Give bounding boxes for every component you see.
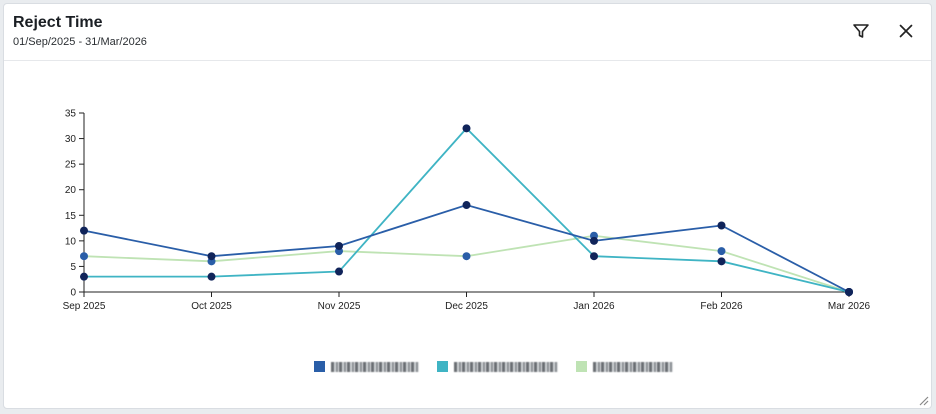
x-tick-label: Mar 2026 <box>828 301 871 312</box>
close-button[interactable] <box>895 20 917 42</box>
x-tick-label: Jan 2026 <box>573 301 615 312</box>
reject-time-line-chart: 0 5 10 15 20 25 30 35 Sep 2025 Oct 2025 Nov 2025 De… <box>63 109 871 313</box>
data-point-series-2 <box>207 272 216 281</box>
y-tick-label: 25 <box>65 160 77 171</box>
x-tick-label: Oct 2025 <box>191 301 232 312</box>
y-tick-label: 30 <box>65 134 77 145</box>
data-point-series-2 <box>717 257 726 266</box>
series-line-1 <box>83 204 850 293</box>
y-tick-label: 20 <box>65 185 77 196</box>
y-tick-label: 35 <box>65 109 77 120</box>
legend-swatch-series-2 <box>437 361 448 372</box>
series-line-2 <box>84 127 850 293</box>
legend-item-series-2[interactable] <box>437 361 558 372</box>
legend-label-series-1-redacted <box>331 361 419 372</box>
legend-swatch-series-3 <box>576 361 587 372</box>
x-tick-label: Dec 2025 <box>445 301 488 312</box>
data-point-series-2 <box>335 267 343 276</box>
date-range: 01/Sep/2025 - 31/Mar/2026 <box>13 36 147 48</box>
legend-item-series-1[interactable] <box>314 361 419 372</box>
reject-time-panel: Reject Time 01/Sep/2025 - 31/Mar/2026 0 5… <box>3 3 932 409</box>
y-tick-label: 10 <box>65 236 77 247</box>
data-point-series-3 <box>80 252 88 261</box>
data-point-series-2 <box>590 252 598 261</box>
x-tick-label: Nov 2025 <box>318 301 361 312</box>
data-point-series-3 <box>462 252 471 261</box>
legend-label-series-2-redacted <box>454 361 558 372</box>
filter-button[interactable] <box>850 20 872 42</box>
x-tick-label: Feb 2026 <box>700 301 743 312</box>
panel-title: Reject Time <box>13 14 103 31</box>
y-tick-label: 0 <box>70 288 76 299</box>
resize-handle-icon[interactable] <box>917 394 929 406</box>
x-tick-label: Sep 2025 <box>63 301 106 312</box>
close-icon <box>899 24 913 38</box>
data-point-series-2 <box>80 272 88 281</box>
data-point-series-1 <box>80 226 88 235</box>
y-tick-label: 15 <box>65 211 77 222</box>
panel-header: Reject Time 01/Sep/2025 - 31/Mar/2026 <box>4 4 931 61</box>
y-tick-label: 5 <box>70 262 76 273</box>
data-point-series-1 <box>462 201 471 210</box>
legend-swatch-series-1 <box>314 361 325 372</box>
chart-legend <box>314 361 673 372</box>
data-point-series-1 <box>207 252 216 261</box>
legend-label-series-3-redacted <box>593 361 673 372</box>
data-point-series-3 <box>717 247 726 256</box>
legend-item-series-3[interactable] <box>576 361 673 372</box>
data-point-series-1 <box>717 221 726 230</box>
filter-icon <box>853 24 869 38</box>
data-point-series-1 <box>590 236 598 245</box>
data-point-series-1 <box>335 241 343 250</box>
data-point-series-2 <box>462 124 471 133</box>
data-point-series-1 <box>845 288 853 296</box>
